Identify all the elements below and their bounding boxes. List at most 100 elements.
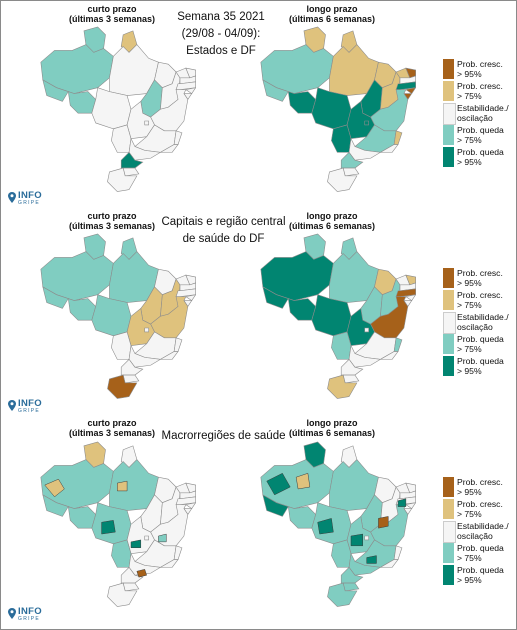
region-rs <box>327 167 358 192</box>
legend-item: Prob. cresc. > 95% <box>443 268 516 289</box>
region-al <box>405 87 416 94</box>
row-title: Macrorregiões de saúde <box>161 430 286 442</box>
region-df <box>144 535 149 541</box>
region-sp <box>348 344 382 368</box>
map-pin-icon <box>8 192 16 203</box>
legend-item: Prob. cresc. > 75% <box>443 290 516 311</box>
region-pr <box>120 151 144 169</box>
region-al <box>185 502 196 509</box>
legend-label: Prob. cresc. > 75% <box>457 81 503 101</box>
region-sc <box>122 167 140 177</box>
legend-label: Prob. cresc. > 95% <box>457 477 503 497</box>
legend-label: Prob. cresc. > 75% <box>457 499 503 519</box>
logo-name: INFO <box>18 606 42 617</box>
legend-item: Estabilidade./ oscilação <box>443 103 516 125</box>
region-rj <box>159 351 179 360</box>
region-sc <box>122 374 140 384</box>
region-pr <box>120 566 144 584</box>
region-pr <box>340 151 364 169</box>
region-rs <box>107 582 138 607</box>
region-rs <box>327 374 358 399</box>
short-term-title: curto prazo (últimas 3 semanas) <box>68 211 156 231</box>
region-ro <box>287 298 317 321</box>
legend-swatch <box>443 312 456 334</box>
legend-item: Prob. queda > 95% <box>443 565 516 586</box>
region-df <box>144 327 149 333</box>
map-pin-icon <box>8 608 16 619</box>
legend: Prob. cresc. > 95% Prob. cresc. > 75% Esta… <box>443 268 516 378</box>
legend-item: Prob. queda > 95% <box>443 147 516 168</box>
legend-swatch <box>443 477 454 497</box>
legend-item: Prob. queda > 75% <box>443 125 516 146</box>
region-pb <box>399 490 416 500</box>
legend-label: Prob. cresc. > 95% <box>457 59 503 79</box>
region-ac <box>42 494 69 517</box>
region-sp <box>128 344 162 368</box>
legend-label: Estabilidade./ oscilação <box>457 521 509 541</box>
logo-name: INFO <box>18 190 42 201</box>
legend-swatch <box>443 334 454 354</box>
legend-item: Prob. cresc. > 95% <box>443 477 516 498</box>
legend-label: Prob. queda > 75% <box>457 543 504 563</box>
legend-swatch <box>443 81 454 101</box>
region-pr <box>340 358 364 376</box>
region-ro <box>67 298 97 321</box>
legend-label: Prob. queda > 95% <box>457 565 504 585</box>
region-pb <box>179 490 196 500</box>
long-term-title: longo prazo (últimas 6 semanas) <box>288 418 376 438</box>
map-pin-icon <box>8 400 16 411</box>
map-short-macro <box>40 441 196 607</box>
row-estados: curto prazo (últimas 3 semanas) longo pr… <box>1 1 516 206</box>
region-pb <box>179 75 196 85</box>
region-al <box>185 87 196 94</box>
macroregion <box>366 555 377 564</box>
macroregion <box>350 533 364 547</box>
logo-name: INFO <box>18 398 42 409</box>
legend-swatch <box>443 499 454 519</box>
map-short-capitals <box>40 233 196 399</box>
legend-item: Prob. queda > 95% <box>443 356 516 377</box>
region-rj <box>159 559 179 568</box>
legend-label: Prob. queda > 95% <box>457 147 504 167</box>
legend: Prob. cresc. > 95% Prob. cresc. > 75% Esta… <box>443 59 516 169</box>
macroregion <box>295 472 311 490</box>
region-go <box>346 307 375 346</box>
macroregion <box>397 498 407 507</box>
logo-sub: GRIPE <box>18 200 41 206</box>
legend-label: Prob. queda > 95% <box>457 356 504 376</box>
legend-label: Estabilidade./ oscilação <box>457 103 509 123</box>
infogripe-logo: INFO GRIPE <box>8 607 48 623</box>
region-rs <box>107 167 138 192</box>
region-pr <box>340 566 364 584</box>
row-title: Capitais e região central de saúde do DF <box>161 216 286 245</box>
macroregion <box>44 478 65 498</box>
region-rj <box>379 144 399 153</box>
legend-swatch <box>443 290 454 310</box>
legend-item: Prob. cresc. > 75% <box>443 499 516 520</box>
region-ro <box>67 506 97 529</box>
region-ms <box>331 331 352 360</box>
logo-sub: GRIPE <box>18 408 41 414</box>
region-ac <box>262 494 289 517</box>
macroregion <box>378 516 389 529</box>
region-ro <box>287 91 317 114</box>
region-pb <box>399 75 416 85</box>
region-df <box>144 120 149 126</box>
macroregion <box>101 520 116 535</box>
region-go <box>126 307 155 346</box>
legend-swatch <box>443 268 454 288</box>
legend-item: Prob. cresc. > 95% <box>443 59 516 80</box>
long-term-title: longo prazo (últimas 6 semanas) <box>288 211 376 231</box>
region-sc <box>342 167 360 177</box>
macroregion <box>317 518 334 535</box>
region-sp <box>128 552 162 576</box>
region-ms <box>331 539 352 568</box>
legend-item: Estabilidade./ oscilação <box>443 521 516 543</box>
region-pr <box>120 358 144 376</box>
region-sp <box>348 137 382 161</box>
map-long-capitals <box>260 233 416 399</box>
region-ac <box>42 286 69 309</box>
region-al <box>405 294 416 301</box>
region-ac <box>262 79 289 102</box>
